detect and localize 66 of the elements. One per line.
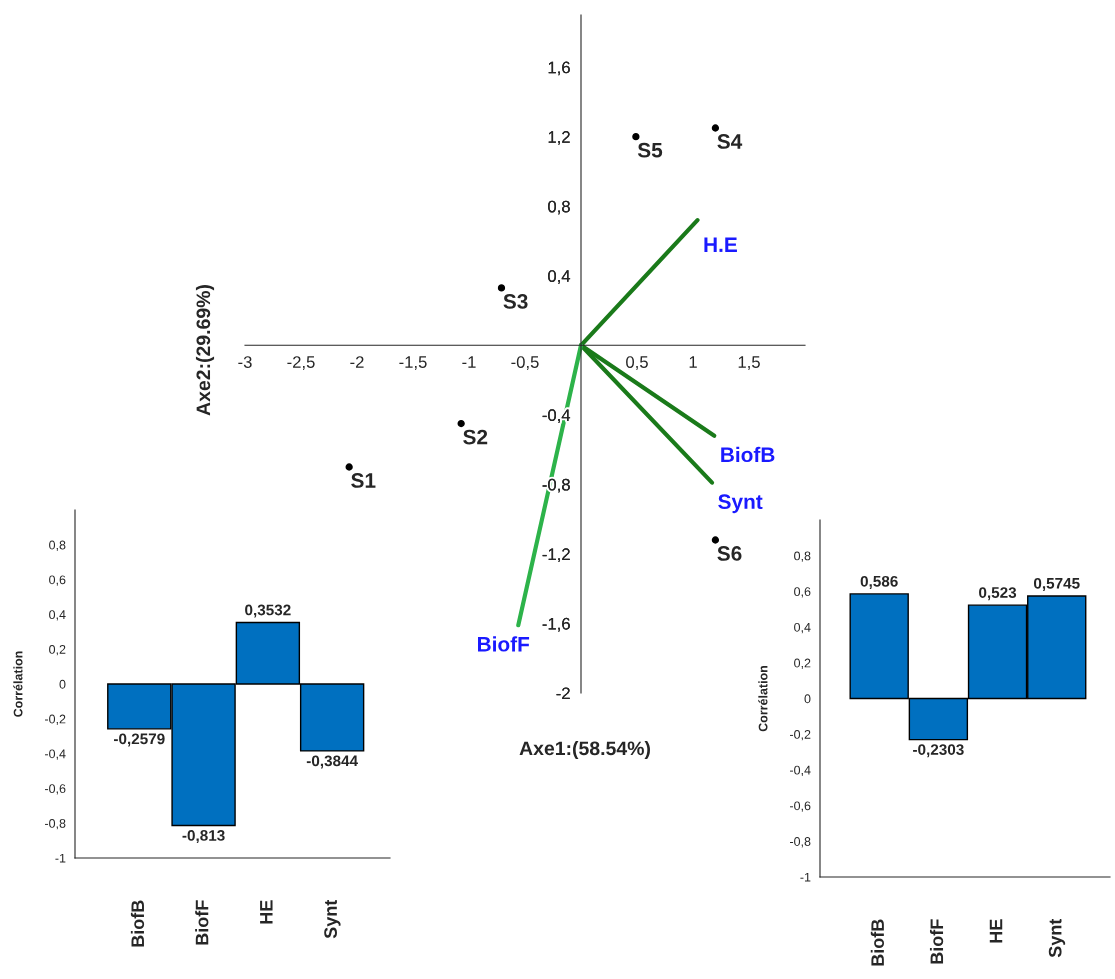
x-tick-label: -1,5 — [399, 356, 427, 370]
y-tick-label: -0,4 — [44, 749, 66, 760]
x-tick-label: BiofF — [929, 919, 944, 964]
annotation: S1 — [351, 473, 376, 488]
y-tick-label: 0,2 — [49, 645, 66, 656]
y-tick-label: 0,8 — [49, 540, 66, 551]
y-tick-label: 0,2 — [794, 658, 811, 669]
y-tick-label: 0,6 — [794, 587, 811, 598]
y-tick-label: 0 — [804, 694, 811, 704]
y-tick-label: 0,4 — [548, 270, 571, 284]
data-label: -0,3844 — [306, 755, 358, 769]
y-tick-label: -2 — [556, 687, 570, 700]
x-tick-label: -0,5 — [511, 356, 539, 370]
series-label: BiofB — [721, 446, 775, 463]
x-tick-label: Synt — [1048, 918, 1066, 958]
y-tick-label: 1,2 — [548, 131, 570, 145]
y-tick-label: -1 — [55, 853, 66, 863]
x-tick-label: 1,5 — [738, 356, 760, 370]
y-tick-label: -0,4 — [789, 765, 811, 777]
data-label: 0,523 — [979, 587, 1017, 601]
annotation: S4 — [717, 134, 743, 149]
y-tick-label: -0,6 — [789, 801, 811, 812]
x-tick-label: 1 — [689, 356, 697, 368]
y-tick-label: 1,6 — [548, 61, 570, 76]
data-label: -0,2579 — [113, 733, 165, 747]
y-axis-title: Axe2:(29.69%) — [195, 285, 215, 416]
y-tick-label: 0,6 — [49, 575, 66, 586]
data-label: -0,813 — [182, 830, 225, 844]
series-label: Synt — [718, 494, 763, 514]
annotation: S5 — [637, 142, 663, 158]
annotation: S6 — [717, 546, 742, 561]
y-tick-label: -1,2 — [542, 548, 570, 563]
y-tick-label: -0,2 — [44, 714, 66, 725]
y-tick-label: 0,4 — [49, 610, 66, 621]
x-tick-label: -1 — [462, 356, 476, 368]
y-tick-label: -0,6 — [44, 784, 66, 795]
y-tick-label: -0,2 — [789, 730, 811, 741]
x-tick-label: 0,5 — [626, 356, 648, 370]
y-tick-label: 0,8 — [548, 200, 570, 215]
series-label: BiofF — [478, 636, 530, 652]
x-tick-label: -2,5 — [287, 356, 315, 370]
y-tick-label: -0,8 — [44, 819, 66, 830]
series-label: H.E — [704, 237, 737, 252]
x-tick-label: BiofB — [130, 900, 145, 947]
annotation: S2 — [463, 429, 488, 445]
y-tick-label: -1 — [800, 872, 811, 882]
x-tick-label: Synt — [324, 899, 341, 939]
x-tick-label: -2 — [350, 356, 364, 368]
x-tick-label: HE — [989, 919, 1003, 943]
data-label: -0,2303 — [913, 744, 964, 758]
y-axis-title: Corrélation — [758, 665, 768, 732]
y-tick-label: 0,4 — [794, 622, 811, 634]
data-label: 0,3532 — [245, 604, 291, 618]
y-tick-label: 0 — [59, 679, 66, 689]
y-axis-title: Corrélation — [13, 651, 23, 717]
x-tick-label: BiofB — [870, 919, 885, 966]
x-tick-label: BiofF — [195, 900, 209, 945]
y-tick-label: -1,6 — [542, 617, 570, 632]
annotation: S3 — [503, 294, 528, 309]
data-label: 0,586 — [860, 575, 898, 589]
y-tick-label: -0,8 — [789, 837, 811, 848]
x-axis-title: Axe1:(58.54%) — [519, 740, 650, 760]
x-tick-label: HE — [260, 900, 273, 924]
data-label: 0,5745 — [1033, 577, 1080, 591]
x-tick-label: -3 — [238, 356, 252, 368]
y-tick-label: 0,8 — [794, 551, 811, 562]
